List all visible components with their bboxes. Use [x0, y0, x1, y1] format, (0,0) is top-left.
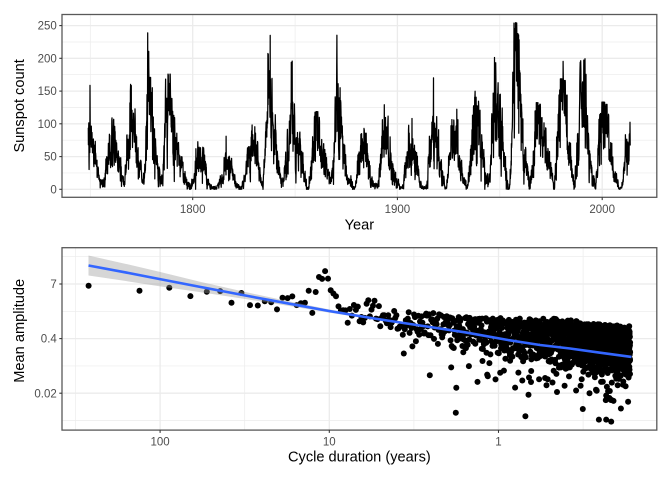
svg-text:0.02: 0.02 [34, 388, 56, 400]
svg-text:1800: 1800 [180, 204, 206, 216]
svg-text:Cycle duration (years): Cycle duration (years) [288, 449, 431, 465]
svg-text:1900: 1900 [385, 204, 411, 216]
svg-text:10: 10 [323, 437, 336, 449]
svg-text:Year: Year [345, 217, 375, 233]
svg-text:Sunspot count: Sunspot count [12, 59, 28, 152]
svg-text:50: 50 [44, 152, 57, 164]
svg-text:0.4: 0.4 [41, 334, 58, 346]
svg-text:100: 100 [151, 437, 170, 449]
svg-text:Mean amplitude: Mean amplitude [12, 279, 28, 383]
svg-text:100: 100 [38, 119, 57, 131]
svg-text:150: 150 [38, 86, 57, 98]
svg-text:2000: 2000 [589, 204, 615, 216]
svg-text:1: 1 [495, 437, 501, 449]
svg-text:250: 250 [38, 21, 57, 33]
svg-text:0: 0 [50, 184, 56, 196]
svg-text:200: 200 [38, 53, 57, 65]
svg-text:7: 7 [50, 279, 56, 291]
